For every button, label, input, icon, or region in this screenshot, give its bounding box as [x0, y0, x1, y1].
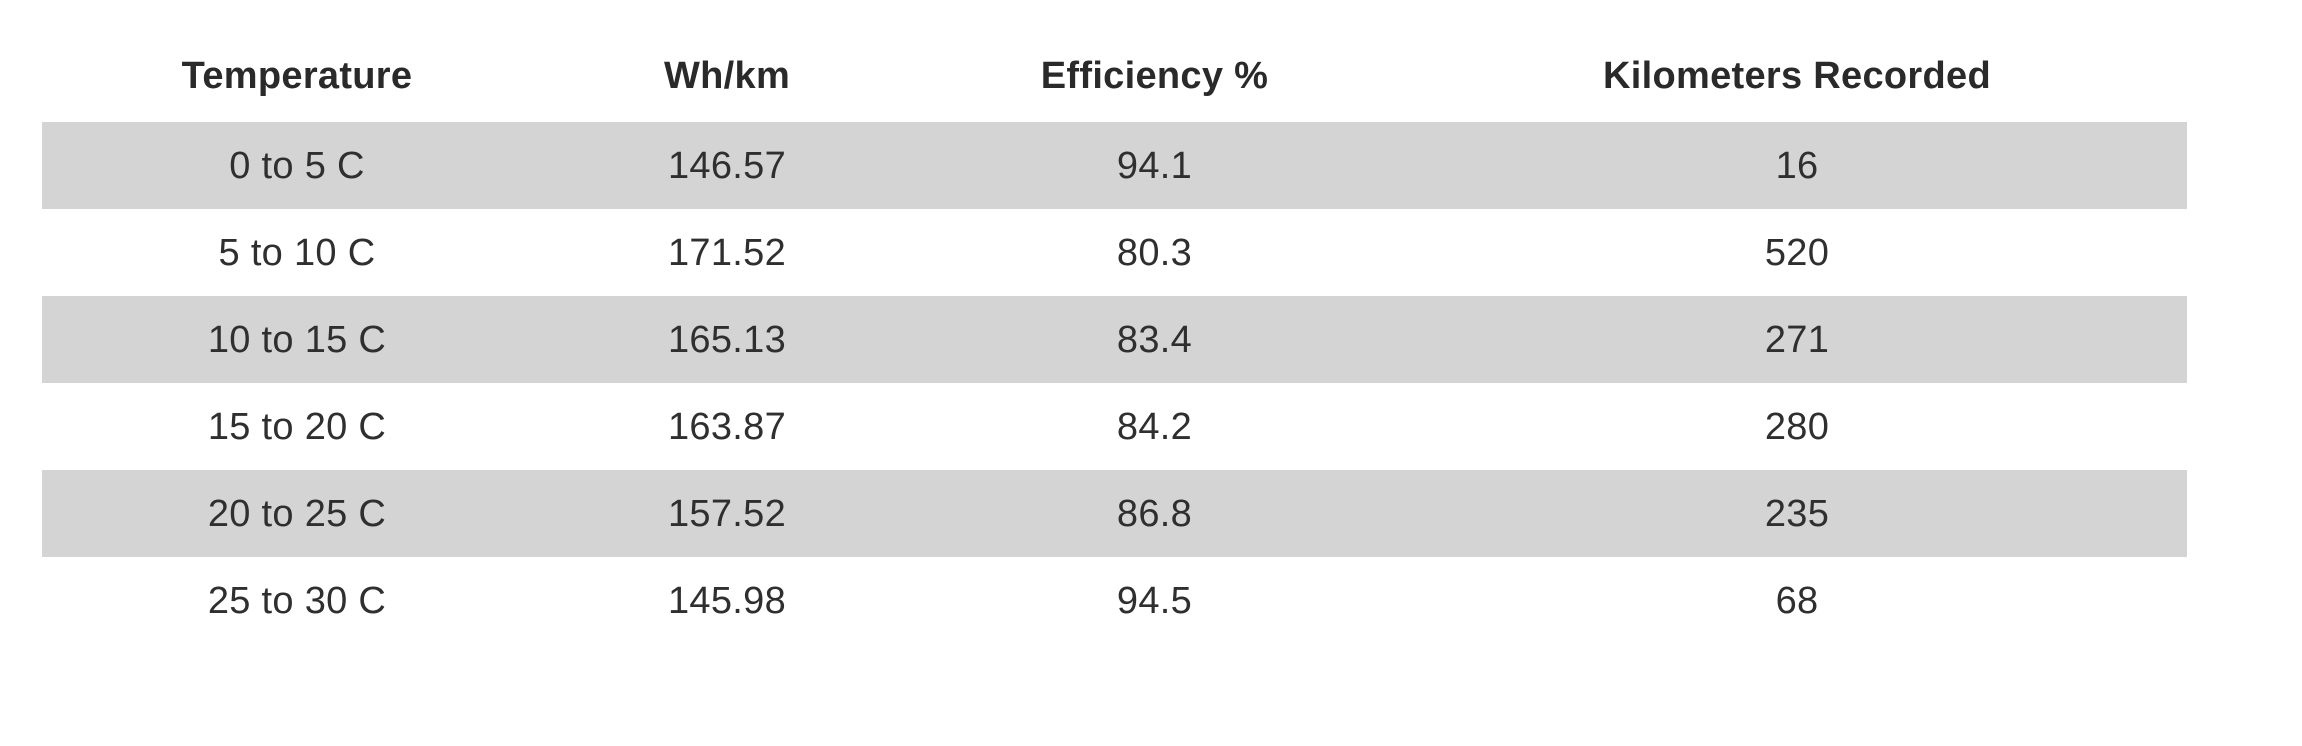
cell-wh-per-km: 165.13: [667, 318, 787, 361]
cell-kilometers-recorded: 271: [1764, 318, 1830, 361]
cell-efficiency: 84.2: [1116, 405, 1193, 448]
cell-kilometers-recorded: 235: [1764, 492, 1830, 535]
cell-kilometers-recorded: 280: [1764, 405, 1830, 448]
cell-efficiency: 83.4: [1116, 318, 1193, 361]
table-row: 20 to 25 C 157.52 86.8 235: [42, 470, 2187, 557]
cell-wh-per-km: 171.52: [667, 231, 787, 274]
cell-efficiency: 94.5: [1116, 579, 1193, 622]
table-row: 15 to 20 C 163.87 84.2 280: [42, 383, 2187, 470]
header-wh-per-km: Wh/km: [663, 55, 791, 97]
cell-wh-per-km: 157.52: [667, 492, 787, 535]
table-row: 0 to 5 C 146.57 94.1 16: [42, 122, 2187, 209]
cell-temperature: 5 to 10 C: [218, 231, 376, 274]
cell-temperature: 20 to 25 C: [207, 492, 387, 535]
cell-temperature: 25 to 30 C: [207, 579, 387, 622]
cell-kilometers-recorded: 68: [1775, 579, 1819, 622]
table-row: 5 to 10 C 171.52 80.3 520: [42, 209, 2187, 296]
header-kilometers-recorded: Kilometers Recorded: [1603, 55, 1991, 97]
table-row: 10 to 15 C 165.13 83.4 271: [42, 296, 2187, 383]
efficiency-table: Temperature Wh/km Efficiency % Kilometer…: [42, 30, 2187, 644]
cell-efficiency: 94.1: [1116, 144, 1193, 187]
cell-temperature: 0 to 5 C: [229, 144, 365, 187]
cell-temperature: 10 to 15 C: [207, 318, 387, 361]
cell-kilometers-recorded: 520: [1764, 231, 1830, 274]
header-efficiency: Efficiency %: [1040, 55, 1269, 97]
cell-temperature: 15 to 20 C: [207, 405, 387, 448]
cell-efficiency: 86.8: [1116, 492, 1193, 535]
table-header-row: Temperature Wh/km Efficiency % Kilometer…: [42, 30, 2187, 122]
header-temperature: Temperature: [181, 55, 413, 97]
table-row: 25 to 30 C 145.98 94.5 68: [42, 557, 2187, 644]
cell-efficiency: 80.3: [1116, 231, 1193, 274]
cell-wh-per-km: 145.98: [667, 579, 787, 622]
cell-wh-per-km: 163.87: [667, 405, 787, 448]
cell-wh-per-km: 146.57: [667, 144, 787, 187]
cell-kilometers-recorded: 16: [1775, 144, 1819, 187]
